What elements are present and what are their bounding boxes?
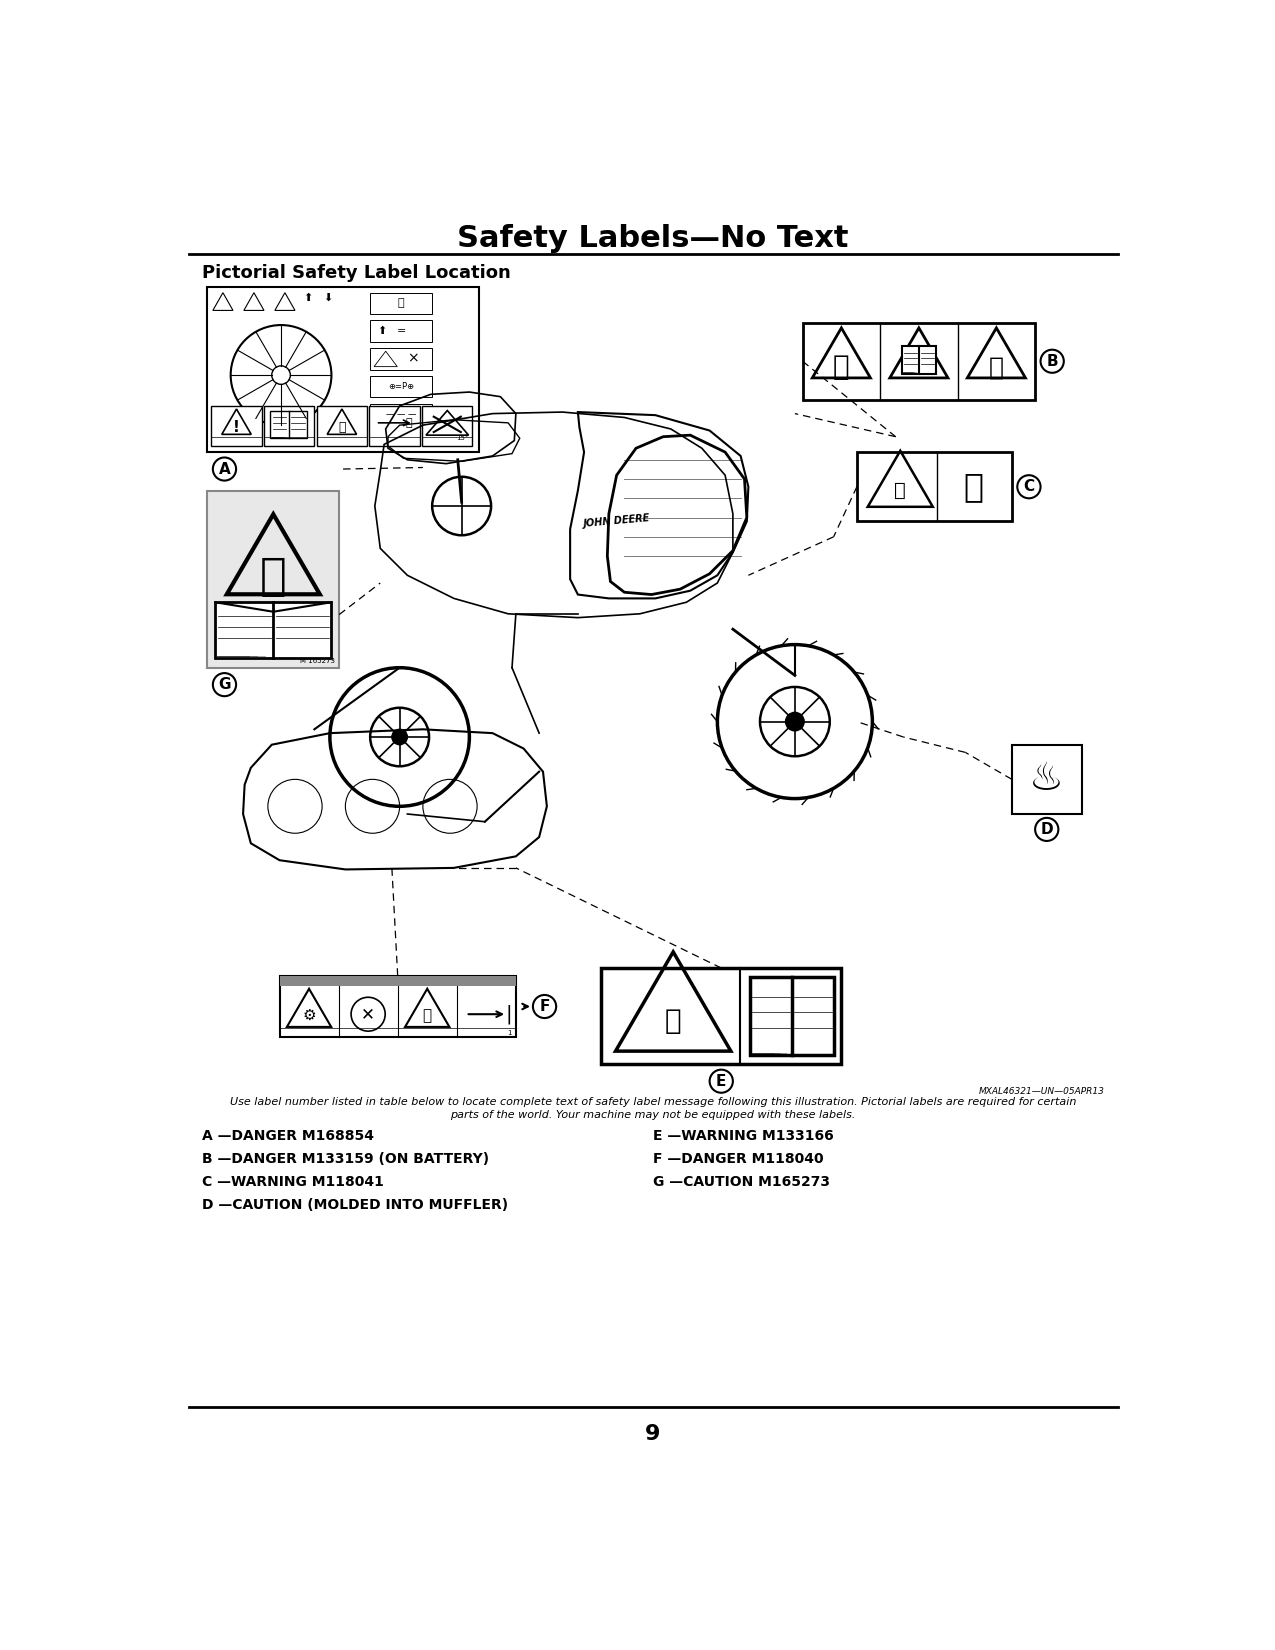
Text: C: C bbox=[1024, 478, 1034, 495]
Bar bbox=[270, 411, 307, 439]
Text: 🚶: 🚶 bbox=[894, 480, 907, 500]
Text: 〜: 〜 bbox=[989, 355, 1003, 380]
Text: B —DANGER M133159 (ON BATTERY): B —DANGER M133159 (ON BATTERY) bbox=[201, 1152, 490, 1167]
Text: |: | bbox=[505, 1005, 513, 1025]
Text: ×: × bbox=[407, 351, 418, 366]
Text: 🚶: 🚶 bbox=[423, 1008, 432, 1023]
Circle shape bbox=[1017, 475, 1040, 498]
Text: M 165273: M 165273 bbox=[301, 658, 335, 663]
Text: MXAL46321—UN—05APR13: MXAL46321—UN—05APR13 bbox=[979, 1087, 1105, 1096]
Bar bbox=[215, 602, 332, 658]
Text: D: D bbox=[1040, 822, 1053, 837]
Text: C —WARNING M118041: C —WARNING M118041 bbox=[201, 1175, 384, 1190]
Text: ✕: ✕ bbox=[361, 1005, 375, 1023]
FancyBboxPatch shape bbox=[857, 452, 1012, 521]
Text: G: G bbox=[218, 676, 231, 691]
Bar bbox=[370, 348, 432, 370]
Bar bbox=[370, 320, 432, 342]
Bar bbox=[1012, 744, 1081, 813]
Circle shape bbox=[391, 729, 408, 744]
Text: F —DANGER M118040: F —DANGER M118040 bbox=[653, 1152, 824, 1167]
Text: Safety Labels—No Text: Safety Labels—No Text bbox=[458, 223, 849, 252]
Bar bbox=[750, 977, 834, 1054]
Circle shape bbox=[213, 457, 236, 480]
FancyBboxPatch shape bbox=[208, 490, 339, 668]
Bar bbox=[422, 406, 473, 446]
Bar bbox=[264, 406, 315, 446]
Text: 🚶: 🚶 bbox=[664, 1006, 682, 1035]
Circle shape bbox=[533, 995, 556, 1018]
Text: 🚶: 🚶 bbox=[405, 417, 412, 427]
Text: ⊕=P⊕: ⊕=P⊕ bbox=[388, 383, 414, 391]
Text: =: = bbox=[397, 327, 405, 337]
Text: 15°: 15° bbox=[456, 436, 469, 441]
Text: !: ! bbox=[233, 421, 240, 436]
Text: 9: 9 bbox=[645, 1424, 660, 1444]
Text: 🔥: 🔥 bbox=[833, 353, 849, 381]
Circle shape bbox=[785, 713, 805, 731]
Text: A: A bbox=[218, 462, 231, 477]
Text: ⚙: ⚙ bbox=[302, 1008, 316, 1023]
Text: D —CAUTION (MOLDED INTO MUFFLER): D —CAUTION (MOLDED INTO MUFFLER) bbox=[201, 1198, 509, 1213]
Bar bbox=[370, 406, 419, 446]
Bar bbox=[901, 346, 936, 373]
Bar bbox=[370, 376, 432, 398]
Bar bbox=[212, 406, 261, 446]
Text: JOHN DEERE: JOHN DEERE bbox=[583, 513, 650, 530]
Text: ⬇: ⬇ bbox=[323, 294, 333, 304]
Text: 🔧: 🔧 bbox=[398, 299, 404, 309]
Text: ♨: ♨ bbox=[1029, 761, 1065, 799]
Text: Pictorial Safety Label Location: Pictorial Safety Label Location bbox=[201, 264, 511, 282]
Text: — — —: — — — bbox=[386, 409, 417, 419]
FancyBboxPatch shape bbox=[803, 323, 1035, 399]
Text: 🔩: 🔩 bbox=[963, 470, 983, 503]
Text: 🚶: 🚶 bbox=[338, 421, 346, 434]
Text: 1: 1 bbox=[507, 1030, 513, 1036]
Bar bbox=[279, 975, 516, 987]
Circle shape bbox=[710, 1069, 733, 1092]
Text: E: E bbox=[717, 1074, 727, 1089]
FancyBboxPatch shape bbox=[601, 969, 842, 1064]
Text: 🔥: 🔥 bbox=[260, 556, 287, 599]
Text: ⬆: ⬆ bbox=[377, 327, 386, 337]
FancyBboxPatch shape bbox=[279, 975, 516, 1038]
Text: F: F bbox=[539, 998, 550, 1015]
Text: G —CAUTION M165273: G —CAUTION M165273 bbox=[653, 1175, 830, 1190]
Text: Use label number listed in table below to locate complete text of safety label m: Use label number listed in table below t… bbox=[230, 1097, 1076, 1107]
Circle shape bbox=[1040, 350, 1063, 373]
Text: ⬆: ⬆ bbox=[303, 294, 312, 304]
Text: parts of the world. Your machine may not be equipped with these labels.: parts of the world. Your machine may not… bbox=[450, 1110, 856, 1120]
Text: A —DANGER M168854: A —DANGER M168854 bbox=[201, 1129, 374, 1143]
FancyBboxPatch shape bbox=[208, 287, 478, 452]
Text: E —WARNING M133166: E —WARNING M133166 bbox=[653, 1129, 834, 1143]
Circle shape bbox=[1035, 818, 1058, 842]
Text: B: B bbox=[1047, 353, 1058, 368]
Bar bbox=[316, 406, 367, 446]
Bar bbox=[370, 404, 432, 426]
Circle shape bbox=[213, 673, 236, 696]
Bar bbox=[370, 292, 432, 314]
